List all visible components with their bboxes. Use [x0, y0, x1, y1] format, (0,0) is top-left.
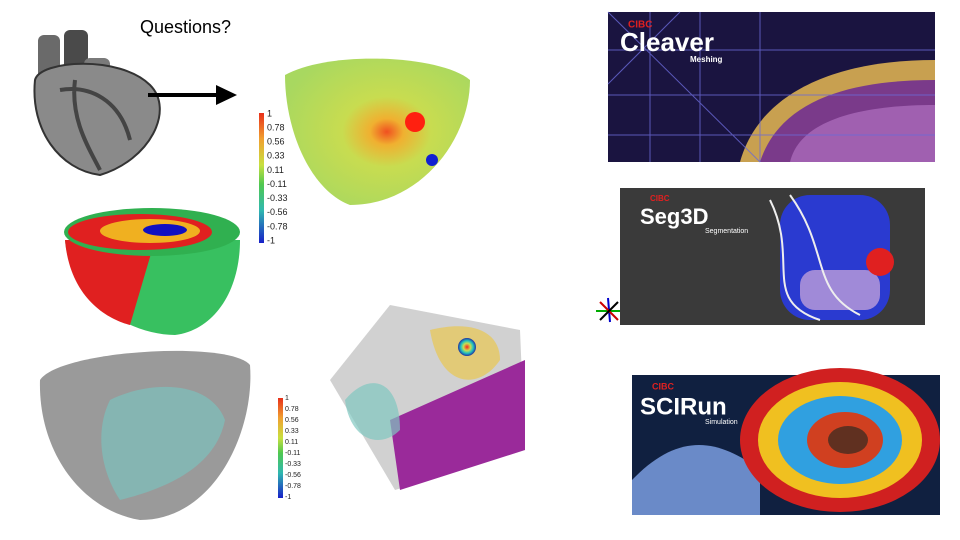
arrow	[148, 85, 237, 105]
logo-name: Cleaver	[620, 27, 714, 57]
cube	[330, 305, 525, 490]
cleaver-panel: CIBC Cleaver Meshing	[607, 11, 935, 163]
hot-spot	[405, 112, 425, 132]
logo-name: SCIRun	[640, 393, 727, 420]
colorbar-label: 0.11	[285, 439, 298, 446]
logo-org: CIBC	[628, 20, 652, 31]
colorbar-label: 0.78	[267, 122, 285, 132]
colorbar-label: 1	[267, 108, 272, 118]
colorbar-label: -0.11	[285, 450, 301, 457]
colorbar-label: -0.78	[267, 221, 288, 231]
colorbar-label: 0.56	[267, 137, 285, 147]
logo-subtitle: Segmentation	[705, 228, 748, 235]
colorbar	[278, 398, 283, 498]
colorbar-labels: 1 0.78 0.56 0.33 0.11 -0.11 -0.33 -0.56 -0.78 -1	[285, 395, 301, 501]
colorbar-label: -1	[267, 235, 275, 245]
logo-org: CIBC	[652, 381, 674, 391]
colorbar-label: 0.33	[267, 151, 285, 161]
colorbar	[259, 113, 264, 243]
cold-spot	[426, 154, 438, 166]
colorbar-label: 1	[285, 395, 289, 402]
colorbar-label: -0.11	[267, 179, 287, 189]
scirun-panel: CIBC SCIRun Simulation	[632, 368, 940, 515]
heart-icon	[33, 30, 161, 177]
axes-icon	[596, 297, 624, 323]
fiber-heart	[39, 350, 251, 520]
colorbar-label: 0.78	[285, 406, 299, 413]
colorbar-label: 0.11	[267, 165, 284, 175]
colorbar-label: -1	[285, 494, 291, 501]
ellipsoid	[64, 208, 240, 335]
colorbar-label: -0.78	[285, 483, 301, 490]
title: Questions?	[140, 17, 231, 37]
colorbar-label: 0.56	[285, 417, 299, 424]
logo-subtitle: Meshing	[690, 55, 723, 64]
simulation-heart	[285, 58, 470, 206]
logo-org: CIBC	[650, 194, 670, 203]
colorbar-label: -0.33	[267, 193, 288, 203]
seg3d-panel: CIBC Seg3D Segmentation	[620, 188, 925, 325]
logo-name: Seg3D	[640, 204, 708, 229]
colorbar-label: 0.33	[285, 428, 299, 435]
colorbar-label: -0.56	[285, 472, 301, 479]
colorbar-label: -0.56	[267, 207, 288, 217]
colorbar-labels: 1 0.78 0.56 0.33 0.11 -0.11 -0.33 -0.56 -0.78 -1	[267, 108, 288, 245]
logo-subtitle: Simulation	[705, 419, 738, 426]
colorbar-label: -0.33	[285, 461, 301, 468]
